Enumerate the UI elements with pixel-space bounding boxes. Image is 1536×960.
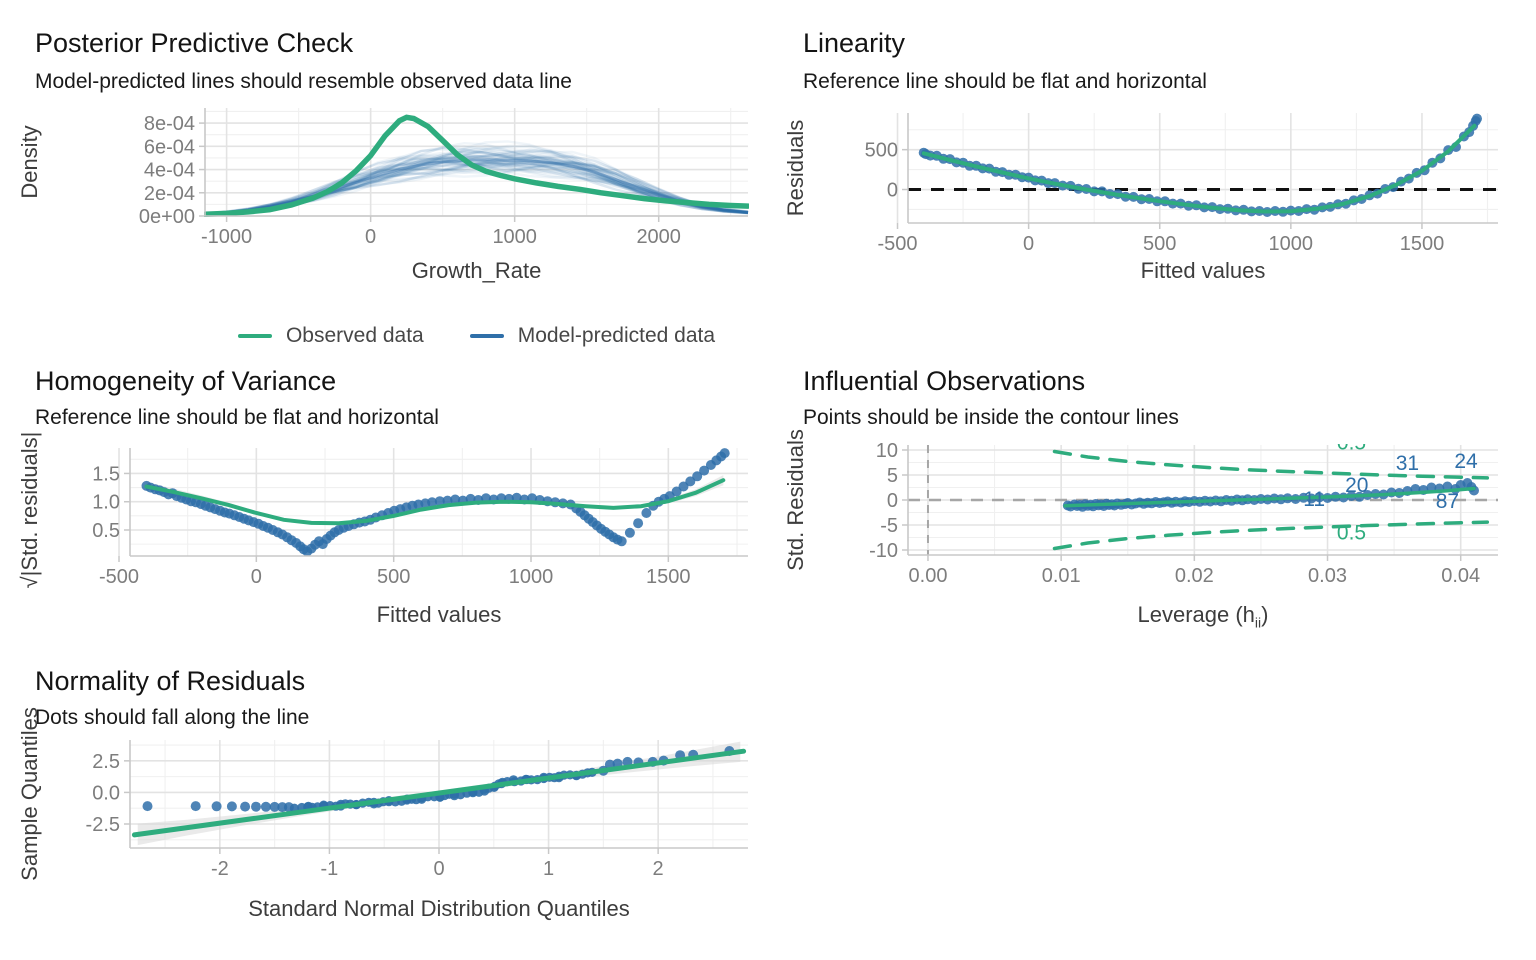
svg-text:0.5: 0.5: [1337, 522, 1366, 545]
svg-text:1.5: 1.5: [92, 463, 120, 485]
panel-linearity: Linearity Reference line should be flat …: [768, 0, 1536, 360]
svg-text:-2.5: -2.5: [86, 814, 120, 836]
svg-text:-5: -5: [880, 515, 898, 537]
svg-text:1: 1: [543, 858, 554, 880]
svg-text:2e-04: 2e-04: [144, 183, 195, 205]
legend-item-predicted: Model-predicted data: [469, 324, 716, 348]
observed-line-swatch: [237, 334, 272, 338]
panel-subtitle: Dots should fall along the line: [35, 706, 310, 729]
svg-text:500: 500: [377, 566, 410, 588]
x-axis-label-main: Leverage (h: [1137, 602, 1255, 627]
svg-text:500: 500: [1143, 233, 1176, 255]
svg-text:2: 2: [653, 858, 664, 880]
svg-text:6e-04: 6e-04: [144, 136, 195, 158]
svg-text:1.0: 1.0: [92, 492, 120, 514]
panel-homogeneity-of-variance: Homogeneity of Variance Reference line s…: [0, 360, 768, 660]
x-axis-label: Standard Normal Distribution Quantiles: [248, 896, 630, 921]
svg-text:2.5: 2.5: [92, 751, 120, 773]
svg-text:-500: -500: [99, 566, 139, 588]
predicted-line-swatch: [469, 334, 504, 338]
svg-text:1500: 1500: [646, 566, 691, 588]
svg-text:87: 87: [1436, 490, 1459, 513]
svg-text:-1: -1: [321, 858, 339, 880]
svg-text:24: 24: [1454, 450, 1478, 473]
svg-text:0.04: 0.04: [1441, 565, 1480, 587]
panel-title: Normality of Residuals: [35, 666, 306, 696]
x-axis-label: Fitted values: [1140, 258, 1266, 283]
svg-text:0: 0: [365, 226, 376, 248]
panel-posterior-predictive-check: Posterior Predictive Check Model-predict…: [0, 0, 768, 360]
homogeneity-plot: -500 0 500 1000 1500 0.5 1.0 1.5: [92, 448, 748, 588]
panel-subtitle: Reference line should be flat and horizo…: [35, 406, 439, 429]
svg-text:0.5: 0.5: [1337, 432, 1366, 455]
svg-text:5: 5: [887, 465, 898, 487]
panel-subtitle: Reference line should be flat and horizo…: [803, 70, 1207, 93]
panel-title: Posterior Predictive Check: [35, 28, 354, 58]
panel-title: Influential Observations: [803, 366, 1086, 396]
svg-text:500: 500: [865, 140, 898, 162]
svg-text:31: 31: [1396, 452, 1419, 475]
svg-text:0: 0: [887, 490, 898, 512]
svg-text:0.5: 0.5: [92, 520, 120, 542]
svg-text:0e+00: 0e+00: [139, 206, 195, 228]
x-axis-label-subscript: ii: [1254, 614, 1262, 631]
svg-text:1000: 1000: [492, 226, 537, 248]
svg-text:4e-04: 4e-04: [144, 160, 195, 182]
svg-text:-1000: -1000: [201, 226, 252, 248]
svg-text:8e-04: 8e-04: [144, 113, 195, 135]
svg-text:2000: 2000: [636, 226, 681, 248]
legend-label-observed: Observed data: [285, 324, 424, 347]
svg-text:-10: -10: [869, 540, 898, 562]
svg-text:10: 10: [876, 440, 898, 462]
qq-plot: -2 -1 0 1 2 -2.5 0.0 2.5: [86, 740, 748, 880]
panel-subtitle: Model-predicted lines should resemble ob…: [35, 70, 572, 93]
panel-title: Homogeneity of Variance: [35, 366, 337, 396]
svg-text:0.0: 0.0: [92, 782, 120, 804]
x-axis-label-leverage: Leverage (hii): [908, 602, 1498, 630]
svg-text:0.03: 0.03: [1308, 565, 1347, 587]
svg-text:0.01: 0.01: [1042, 565, 1081, 587]
panel-normality-of-residuals: Normality of Residuals Dots should fall …: [0, 660, 768, 960]
svg-text:20: 20: [1345, 474, 1368, 497]
svg-text:1000: 1000: [509, 566, 554, 588]
svg-text:0: 0: [887, 180, 898, 202]
svg-text:11: 11: [1303, 488, 1325, 511]
legend-item-observed: Observed data: [237, 324, 424, 348]
svg-text:-2: -2: [211, 858, 229, 880]
svg-text:1500: 1500: [1400, 233, 1445, 255]
x-axis-label: Growth_Rate: [411, 258, 542, 283]
linearity-plot: -500 0 500 1000 1500 0 500: [865, 113, 1498, 255]
legend: Observed data Model-predicted data: [205, 318, 748, 354]
panel-subtitle: Points should be inside the contour line…: [803, 406, 1179, 429]
legend-label-predicted: Model-predicted data: [517, 324, 716, 347]
panel-influential-observations: Influential Observations Points should b…: [768, 360, 1536, 660]
svg-text:0.00: 0.00: [909, 565, 948, 587]
x-axis-label: Fitted values: [376, 602, 502, 627]
svg-text:0: 0: [251, 566, 262, 588]
x-axis-label-close: ): [1261, 602, 1269, 627]
svg-text:0: 0: [1023, 233, 1034, 255]
panel-title: Linearity: [803, 28, 906, 58]
svg-text:1000: 1000: [1269, 233, 1314, 255]
influential-plot: 0.5 31 24 20 11 87 0.5 0.00 0.01 0.02 0.03 0.04 -10 -…: [869, 432, 1498, 587]
svg-text:0: 0: [433, 858, 444, 880]
svg-text:-500: -500: [877, 233, 917, 255]
svg-text:0.02: 0.02: [1175, 565, 1214, 587]
